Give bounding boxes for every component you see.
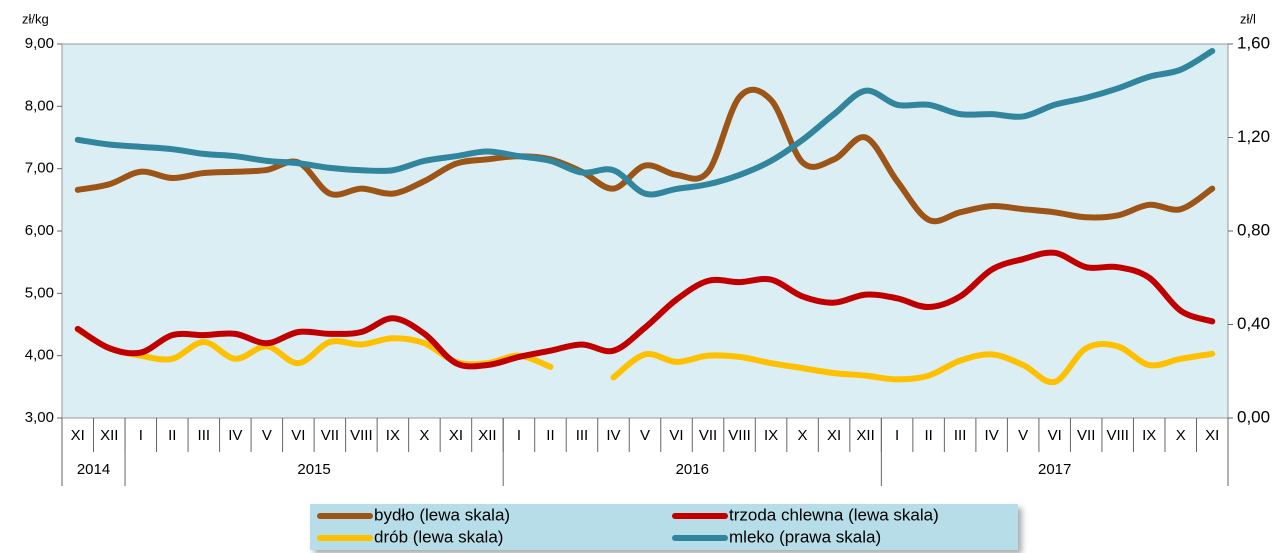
x-tick-label: XI (827, 427, 841, 444)
x-tick-label: VI (1048, 427, 1062, 444)
x-tick-label: III (576, 427, 589, 444)
x-tick-label: IX (764, 427, 778, 444)
series-line (610, 340, 1216, 386)
year-label: 2016 (676, 461, 709, 478)
x-tick-label: VIII (1106, 427, 1129, 444)
x-tick-label: XI (71, 427, 85, 444)
x-tick-label: II (168, 427, 176, 444)
y2-tick-label: 0,40 (1237, 314, 1270, 333)
y-tick-label: 6,00 (25, 222, 54, 239)
x-tick-label: V (1018, 427, 1028, 444)
plot-area (61, 43, 1229, 419)
year-label: 2017 (1038, 461, 1071, 478)
x-tick-label: II (924, 427, 932, 444)
x-tick-label: IV (606, 427, 620, 444)
x-tick-label: I (517, 427, 521, 444)
x-tick-label: XII (478, 427, 496, 444)
x-tick-label: III (954, 427, 967, 444)
legend-label: trzoda chlewna (lewa skala) (729, 505, 939, 524)
legend-label: bydło (lewa skala) (374, 505, 510, 524)
x-tick-label: V (640, 427, 650, 444)
y-tick-label: 8,00 (25, 97, 54, 114)
x-tick-label: I (895, 427, 899, 444)
x-tick-label: VII (699, 427, 717, 444)
x-tick-label: VI (669, 427, 683, 444)
y2-tick-label: 1,20 (1237, 127, 1270, 146)
legend (310, 504, 1018, 550)
x-tick-label: VIII (350, 427, 373, 444)
series-line (74, 249, 1216, 370)
y2-tick-label: 1,60 (1237, 33, 1270, 52)
x-tick-label: I (139, 427, 143, 444)
y-tick-label: 7,00 (25, 160, 54, 177)
x-tick-label: XII (856, 427, 874, 444)
x-tick-label: IV (985, 427, 999, 444)
x-tick-label: V (262, 427, 272, 444)
x-tick-label: VII (321, 427, 339, 444)
x-tick-label: IX (386, 427, 400, 444)
year-label: 2015 (297, 461, 330, 478)
x-tick-label: III (198, 427, 211, 444)
series-line (74, 86, 1216, 225)
legend-label: mleko (prawa skala) (729, 527, 881, 546)
x-tick-label: X (798, 427, 808, 444)
x-tick-label: II (546, 427, 554, 444)
x-tick-label: X (1176, 427, 1186, 444)
y-tick-label: 9,00 (25, 35, 54, 52)
y-tick-label: 4,00 (25, 347, 54, 364)
x-tick-label: XI (449, 427, 463, 444)
x-tick-label: X (419, 427, 429, 444)
y-tick-label: 3,00 (25, 409, 54, 426)
year-label: 2014 (77, 461, 110, 478)
x-tick-label: XII (100, 427, 118, 444)
x-tick-label: VIII (728, 427, 751, 444)
legend-label: drób (lewa skala) (374, 527, 503, 546)
y2-tick-label: 0,80 (1237, 220, 1270, 239)
series-line (74, 48, 1216, 198)
y-axis-label: zł/kg (22, 11, 49, 26)
x-tick-label: XI (1205, 427, 1219, 444)
y-tick-label: 5,00 (25, 284, 54, 301)
y2-axis-label: zł/l (1240, 11, 1256, 26)
x-tick-label: VI (291, 427, 305, 444)
x-tick-label: IV (228, 427, 242, 444)
x-tick-label: VII (1077, 427, 1095, 444)
y2-tick-label: 0,00 (1237, 407, 1270, 426)
x-tick-label: IX (1142, 427, 1156, 444)
